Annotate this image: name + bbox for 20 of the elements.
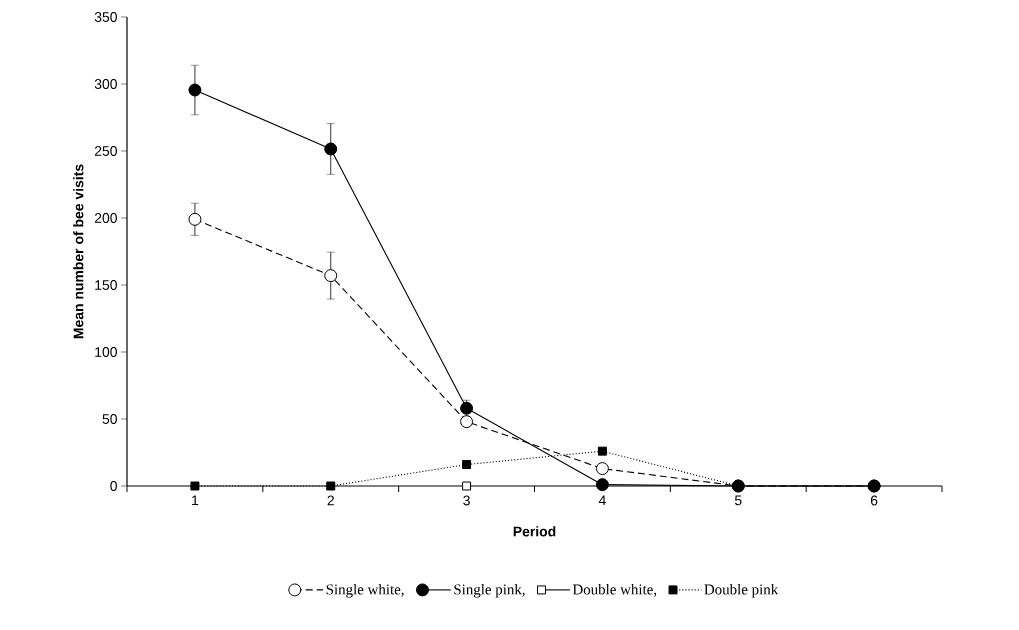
y-tick-label: 50 (102, 414, 117, 424)
x-tick-label: 2 (327, 495, 334, 506)
y-tick-label: 200 (94, 213, 117, 223)
y-tick-label: 150 (95, 280, 117, 290)
x-tick-label: 6 (870, 495, 878, 506)
y-tick-label: 250 (94, 146, 117, 156)
y-tick-label: 0 (110, 481, 117, 491)
y-tick-label: 350 (94, 12, 117, 22)
legend-label: Double white, (572, 583, 657, 597)
x-tick-label: 1 (192, 495, 199, 506)
legend-label: Single white, (326, 583, 404, 598)
legend-label: Double pink (704, 583, 779, 598)
legend-label: Single pink, (454, 583, 525, 598)
x-tick-label: 3 (463, 495, 470, 506)
y-axis-title: Mean number of bee visits (73, 164, 84, 339)
x-tick-label: 4 (598, 495, 606, 506)
y-tick-label: 300 (94, 79, 117, 89)
x-axis-title: Period (513, 526, 556, 537)
y-tick-label: 100 (95, 347, 117, 357)
x-tick-label: 5 (734, 495, 742, 506)
